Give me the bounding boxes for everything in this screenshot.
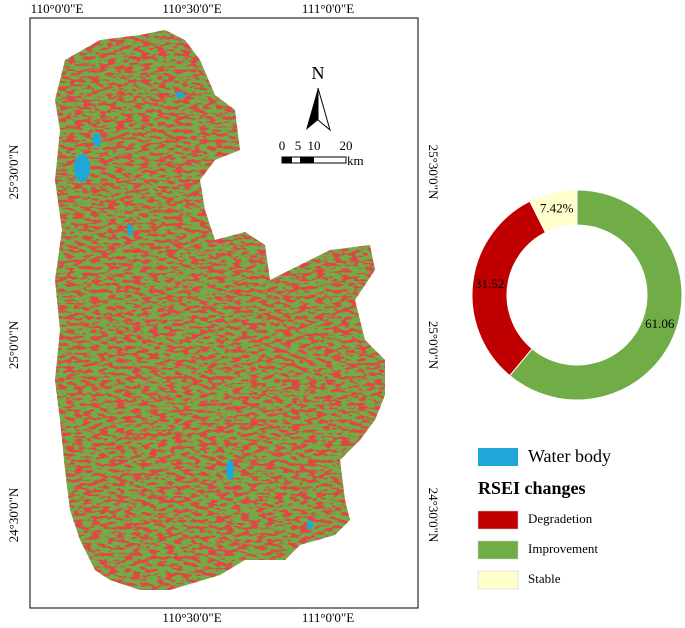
- lat-label: 25°0'0"N: [6, 320, 21, 369]
- lat-label: 25°0'0"N: [426, 321, 441, 370]
- legend-label: Water body: [528, 446, 611, 466]
- donut-slice: [529, 189, 578, 234]
- scale-label: 10: [308, 138, 321, 153]
- lon-label: 110°30'0"E: [162, 1, 221, 16]
- north-arrow: [306, 87, 331, 132]
- lon-label: 110°0'0"E: [31, 1, 84, 16]
- lon-label: 110°30'0"E: [162, 610, 221, 625]
- scale-unit: km: [347, 153, 364, 168]
- legend-label: Degradetion: [528, 511, 593, 526]
- water-bodies: [74, 92, 313, 530]
- lat-label: 24°30'0"N: [426, 488, 441, 543]
- scale-label: 20: [340, 138, 353, 153]
- scale-label: 5: [295, 138, 302, 153]
- scale-bar: [281, 156, 347, 164]
- north-label: N: [312, 63, 325, 83]
- legend-label: Improvement: [528, 541, 598, 556]
- donut-slice: [509, 189, 683, 401]
- lon-label: 111°0'0"E: [302, 1, 354, 16]
- legend-label: Stable: [528, 571, 561, 586]
- lat-label: 25°30'0"N: [6, 144, 21, 199]
- value-label: 61.06: [645, 316, 675, 331]
- map-region: [55, 30, 385, 590]
- map-frame: [29, 17, 419, 609]
- legend-title: RSEI changes: [478, 478, 586, 498]
- legend-swatch: [477, 510, 519, 530]
- lat-label: 24°30'0"N: [6, 487, 21, 542]
- scale-label: 0: [279, 138, 286, 153]
- legend-swatch: [477, 540, 519, 560]
- degradation-area: [55, 30, 385, 590]
- lon-label: 111°0'0"E: [302, 610, 354, 625]
- value-label: 7.42%: [540, 200, 574, 215]
- donut-slice: [471, 200, 547, 377]
- value-label: 31.52: [475, 276, 504, 291]
- legend-swatch: [478, 448, 518, 466]
- legend-swatch: [477, 570, 519, 590]
- lat-label: 25°30'0"N: [426, 145, 441, 200]
